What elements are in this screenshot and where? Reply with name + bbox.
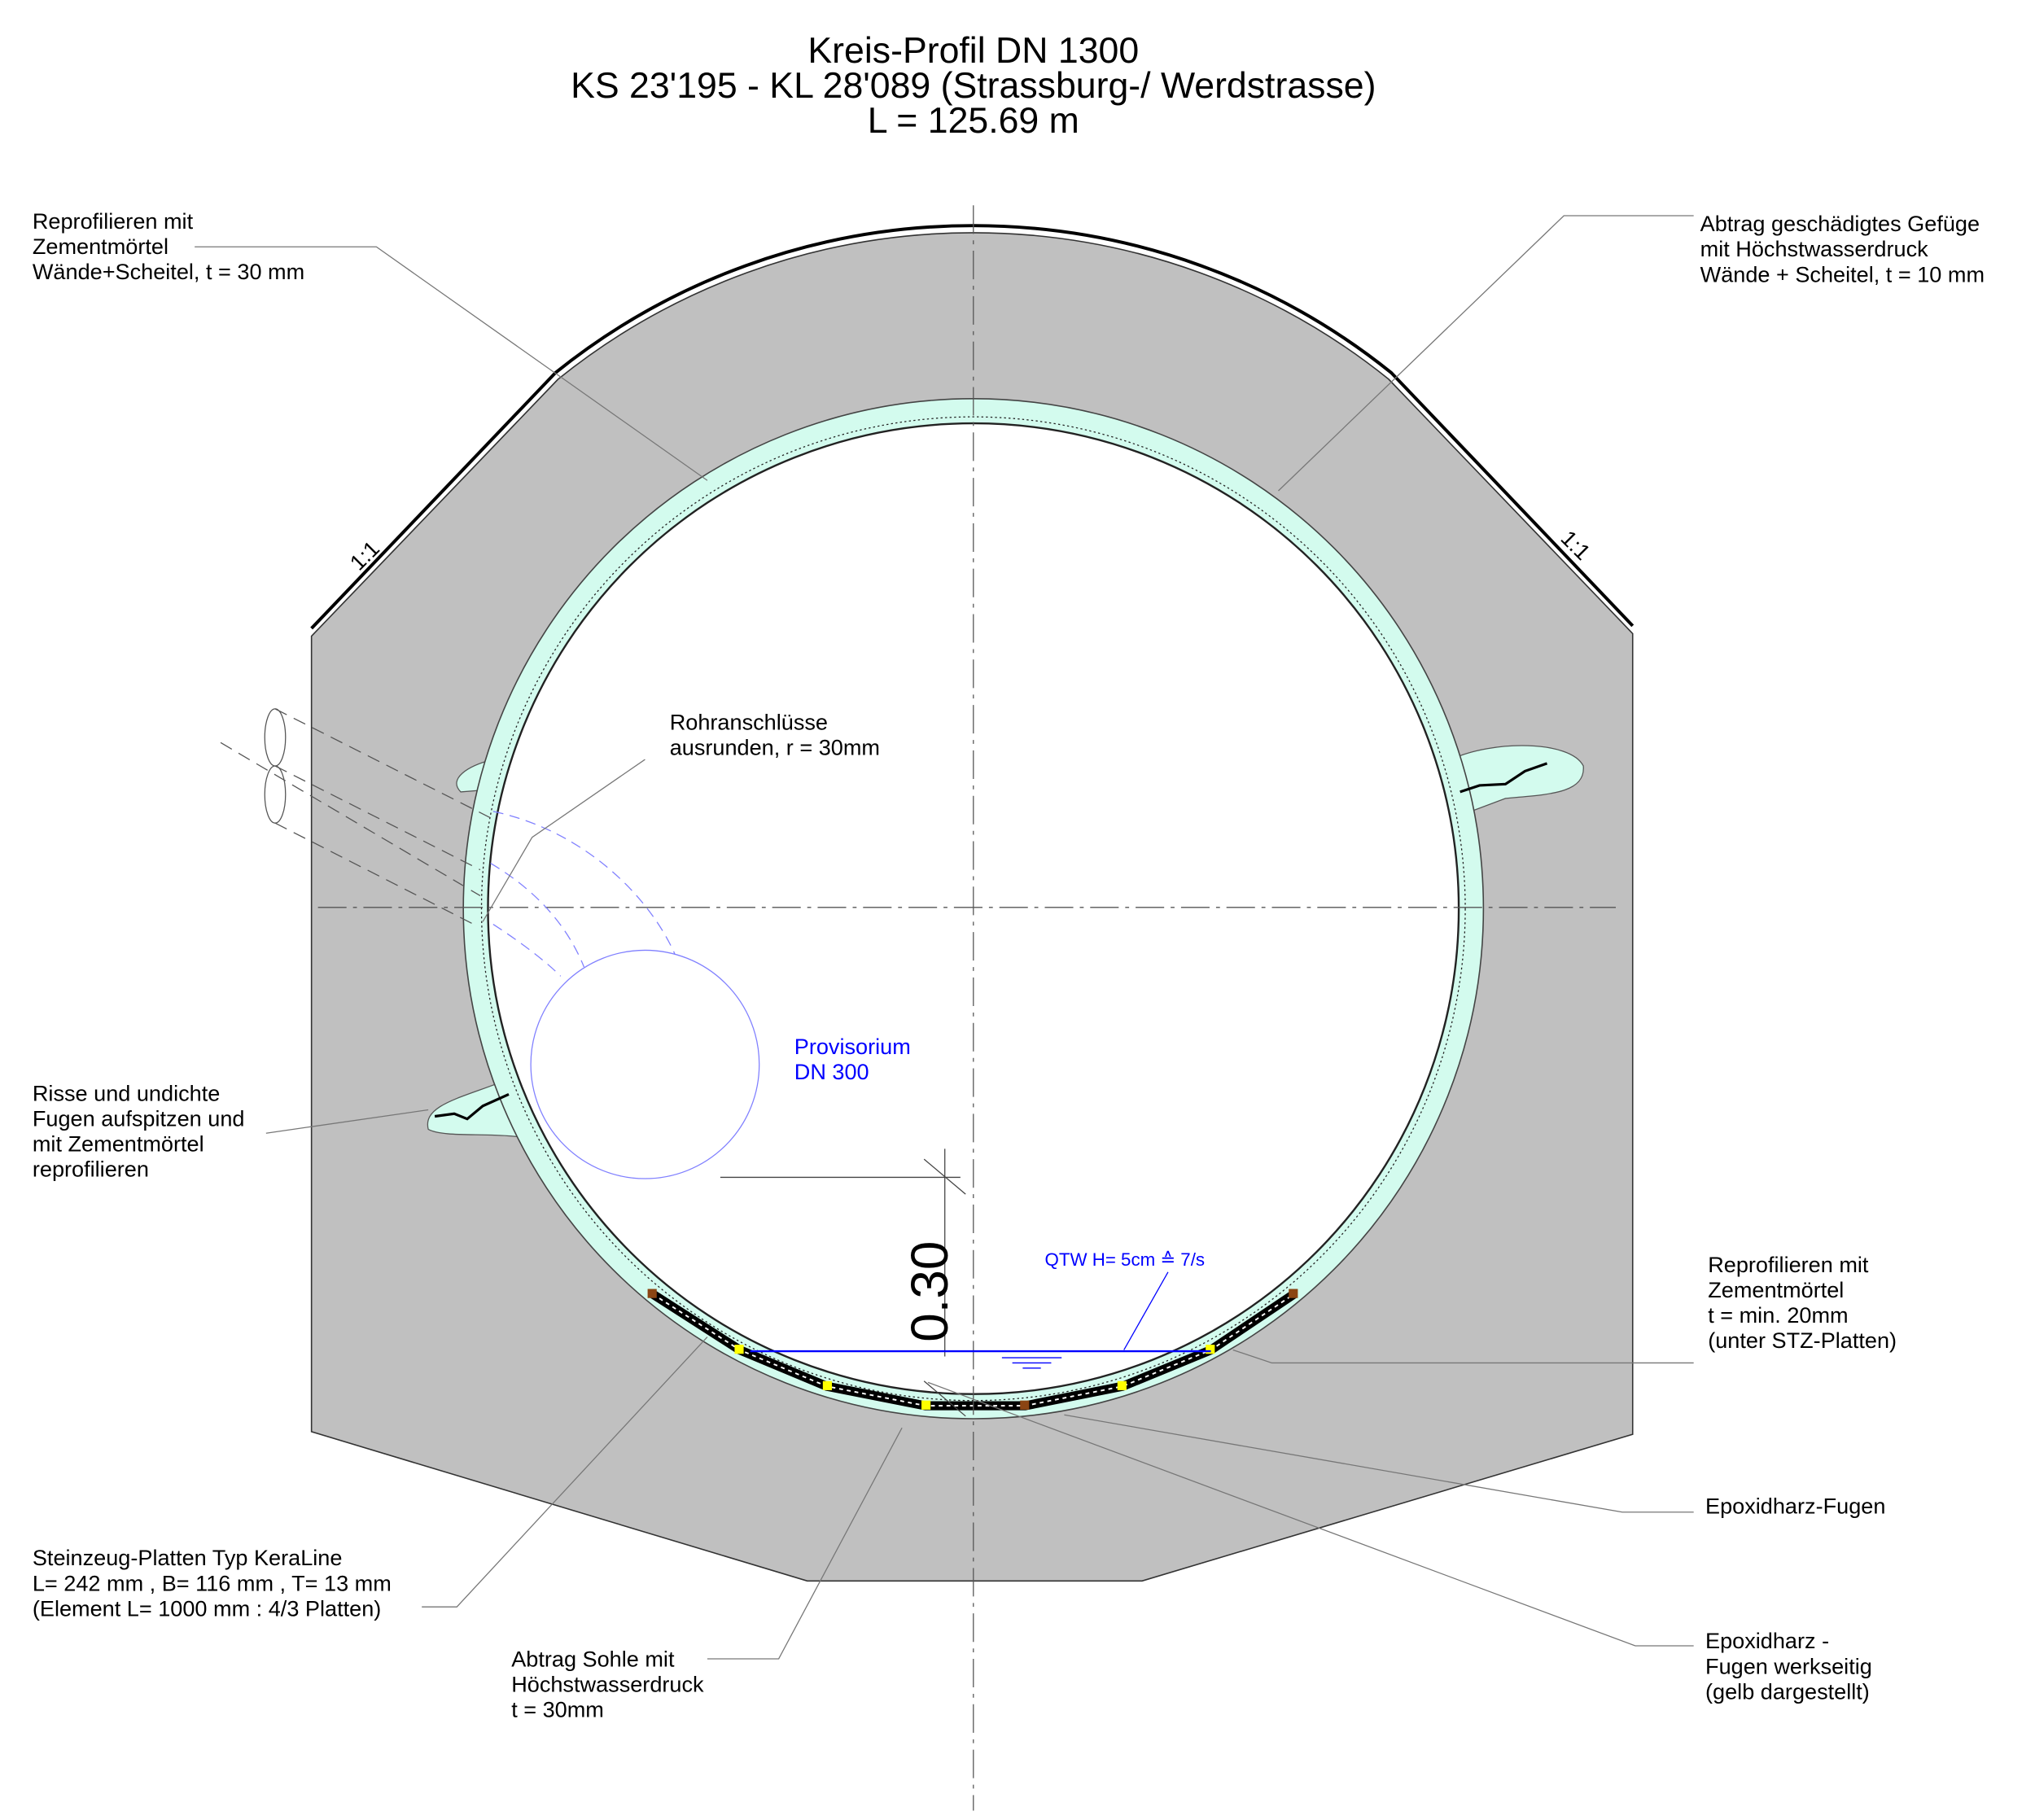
leaders — [195, 215, 1694, 1660]
water-label: QTW H= 5cm ≙ 7/s — [1044, 1249, 1205, 1270]
annotation: Wände + Scheitel, t = 10 mm — [1700, 261, 1985, 287]
annotation: Steinzeug-Platten Typ KeraLine — [33, 1545, 343, 1570]
branch-pipe — [220, 708, 676, 977]
annotation: DN 300 — [794, 1059, 869, 1084]
annotation: Reprofilieren mit — [1708, 1252, 1869, 1277]
annotation: (gelb dargestellt) — [1705, 1678, 1870, 1704]
title: Kreis-Profil DN 1300 — [807, 31, 1139, 71]
crack — [434, 762, 1548, 1121]
title: KS 23'195 - KL 28'089 (Strassburg-/ Werd… — [571, 66, 1376, 106]
dimension-label: 0.30 — [900, 1241, 959, 1342]
annotation: (Element L= 1000 mm : 4/3 Platten) — [33, 1595, 381, 1621]
annotation: Reprofilieren mit — [33, 208, 194, 234]
tiles-joint — [652, 1293, 1295, 1407]
annotation: Abtrag Sohle mit — [511, 1647, 675, 1672]
annotation: Fugen aufspitzen und — [33, 1105, 245, 1131]
water-symbol — [1001, 1357, 1062, 1369]
annotation: Epoxidharz - — [1705, 1628, 1829, 1653]
slope-label: 1:1 — [1556, 525, 1596, 565]
annotation: t = 30mm — [511, 1697, 604, 1722]
annotation: t = min. 20mm — [1708, 1302, 1848, 1328]
title: L = 125.69 m — [868, 101, 1079, 141]
annotation: ausrunden, r = 30mm — [670, 734, 880, 759]
annotation: Epoxidharz-Fugen — [1705, 1493, 1885, 1518]
annotation: reprofilieren — [33, 1157, 149, 1182]
annotation: Abtrag geschädigtes Gefüge — [1700, 211, 1980, 236]
annotation: L= 242 mm , B= 116 mm , T= 13 mm — [33, 1570, 392, 1595]
annotation: Risse und undichte — [33, 1080, 220, 1105]
annotation: Provisorium — [794, 1034, 911, 1059]
annotation: mit Zementmörtel — [33, 1131, 204, 1157]
annotation: Rohranschlüsse — [670, 709, 828, 734]
annotation: mit Höchstwasserdruck — [1700, 236, 1928, 261]
annotation: Zementmörtel — [1708, 1277, 1844, 1302]
annotation: (unter STZ-Platten) — [1708, 1328, 1897, 1353]
annotation: Wände+Scheitel, t = 30 mm — [33, 259, 304, 284]
water-leader — [1123, 1271, 1169, 1350]
axes — [317, 205, 1617, 1811]
annotation: Zementmörtel — [33, 234, 168, 259]
dimension — [720, 1148, 966, 1417]
annotation: Höchstwasserdruck — [511, 1672, 704, 1697]
joints — [647, 1288, 1298, 1410]
annotation: Fugen werkseitig — [1705, 1653, 1872, 1678]
provisorium — [530, 949, 760, 1179]
